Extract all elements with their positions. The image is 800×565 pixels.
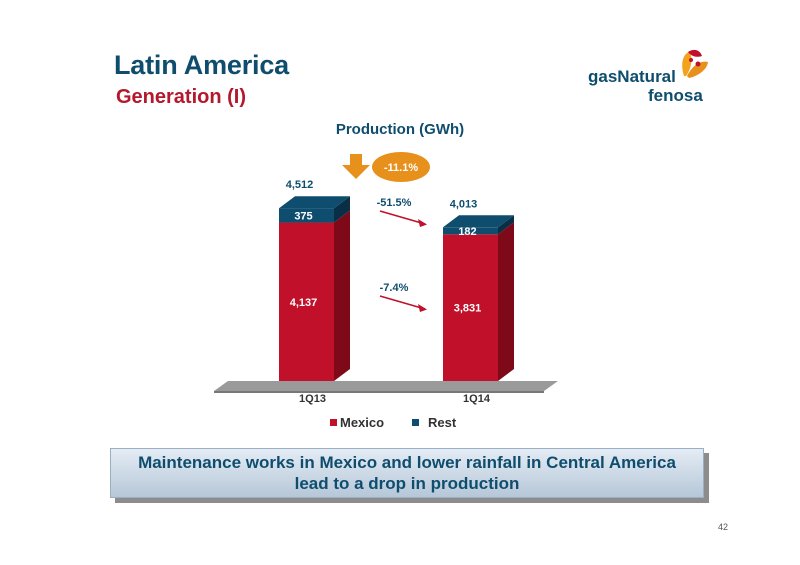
legend-item-mexico: Mexico — [330, 415, 384, 430]
legend-swatch-rest — [412, 419, 419, 426]
chart-floor-edge — [214, 391, 544, 393]
change-label-mexico: -7.4% — [380, 282, 409, 294]
change-arrowhead-rest — [418, 219, 427, 227]
category-label-1Q14: 1Q14 — [463, 393, 491, 405]
legend-label-rest: Rest — [428, 415, 457, 430]
chart-floor — [214, 381, 558, 391]
bar-mexico-1Q13 — [279, 222, 334, 381]
page-subtitle: Generation (I) — [116, 86, 247, 108]
data-label-rest-1Q14: 182 — [458, 226, 476, 238]
total-change-label: -11.1% — [384, 162, 418, 174]
data-label-rest-1Q13: 375 — [294, 210, 312, 222]
bar-side-mexico-1Q14 — [498, 222, 514, 381]
svg-text:gasNatural: gasNatural — [588, 67, 676, 86]
bar-side-rest-1Q13 — [334, 196, 350, 223]
conclusion-line-1: Maintenance works in Mexico and lower ra… — [138, 453, 676, 472]
change-arrowhead-mexico — [418, 304, 427, 312]
chart-title: Production (GWh) — [335, 121, 465, 138]
total-change-badge — [372, 152, 430, 182]
bar-mexico-1Q14 — [443, 234, 498, 381]
bar-rest-1Q13 — [279, 208, 334, 223]
legend-label-mexico: Mexico — [340, 415, 385, 430]
total-label-1Q13: 4,512 — [286, 179, 314, 191]
total-label-1Q14: 4,013 — [450, 198, 478, 210]
change-arrow-rest — [379, 210, 426, 225]
change-arrow-mexico — [379, 295, 426, 310]
bar-top-1Q14 — [443, 215, 514, 228]
total-change-down-arrow-icon — [342, 154, 370, 179]
data-label-mexico-1Q14: 3,831 — [454, 303, 482, 315]
conclusion-box: Maintenance works in Mexico and lower ra… — [110, 448, 704, 498]
bar-side-rest-1Q14 — [498, 215, 514, 235]
conclusion-line-2: lead to a drop in production — [294, 474, 520, 493]
bar-rest-1Q14 — [443, 227, 498, 235]
butterfly-icon — [682, 49, 708, 78]
page-title: Latin America — [114, 50, 289, 80]
legend-swatch-mexico — [330, 419, 337, 426]
data-label-mexico-1Q13: 4,137 — [290, 297, 318, 309]
page-number: 42 — [718, 522, 729, 532]
category-label-1Q13: 1Q13 — [299, 393, 326, 405]
legend-item-rest: Rest — [412, 415, 456, 430]
svg-text:fenosa: fenosa — [648, 86, 703, 105]
bar-side-mexico-1Q13 — [334, 210, 350, 381]
gas-natural-fenosa-logo: gasNatural fenosa — [588, 49, 708, 105]
change-label-rest: -51.5% — [377, 197, 412, 209]
bar-top-1Q13 — [279, 196, 350, 209]
